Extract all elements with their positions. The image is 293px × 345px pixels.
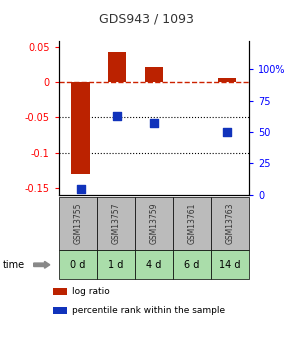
Text: GSM13761: GSM13761 — [188, 203, 196, 244]
Text: GSM13759: GSM13759 — [149, 203, 158, 244]
Bar — [145, 67, 163, 82]
Bar — [218, 78, 236, 82]
Bar — [71, 82, 90, 174]
Text: log ratio: log ratio — [72, 287, 110, 296]
Point — [225, 129, 229, 135]
Bar — [108, 52, 126, 82]
Text: 1 d: 1 d — [108, 260, 123, 270]
Point — [78, 186, 83, 191]
Text: time: time — [3, 260, 25, 270]
Text: percentile rank within the sample: percentile rank within the sample — [72, 306, 225, 315]
Text: 4 d: 4 d — [146, 260, 161, 270]
Text: 14 d: 14 d — [219, 260, 241, 270]
Text: 6 d: 6 d — [184, 260, 200, 270]
Text: GSM13757: GSM13757 — [111, 203, 120, 244]
Point — [115, 113, 120, 118]
Text: GDS943 / 1093: GDS943 / 1093 — [99, 12, 194, 25]
Text: 0 d: 0 d — [70, 260, 85, 270]
Text: GSM13755: GSM13755 — [73, 203, 82, 244]
Text: GSM13763: GSM13763 — [226, 203, 234, 244]
Point — [151, 120, 156, 126]
